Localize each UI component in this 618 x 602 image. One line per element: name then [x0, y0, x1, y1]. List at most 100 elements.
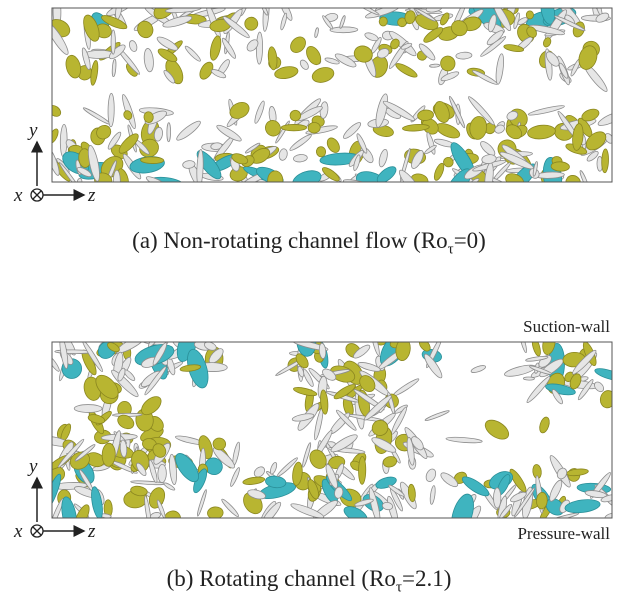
- vortex-structure: [115, 342, 147, 354]
- vortex-structure: [525, 355, 549, 362]
- vortex-structure: [74, 504, 90, 518]
- vortex-structure: [229, 101, 250, 119]
- vortex-structure: [423, 27, 444, 43]
- vortex-structure: [358, 456, 367, 485]
- vortex-structure: [488, 14, 497, 33]
- vortex-structure: [440, 55, 456, 72]
- vortex-structure: [101, 442, 116, 467]
- vortex-structure: [96, 124, 112, 140]
- vortex-structure: [58, 162, 82, 182]
- vortex-structure: [166, 122, 171, 143]
- vortex-structure: [141, 342, 169, 346]
- vortex-structure: [547, 512, 580, 518]
- vortex-structure: [292, 461, 303, 486]
- vortex-structure: [376, 48, 390, 59]
- vortex-structure: [73, 404, 103, 413]
- vortex-structure: [107, 131, 122, 150]
- vortex-structure: [389, 31, 417, 57]
- vortex-structure: [481, 154, 497, 164]
- vortex-structure: [493, 487, 502, 509]
- vortex-structure: [143, 111, 154, 123]
- vortex-structure: [83, 14, 100, 42]
- vortex-structure: [415, 8, 436, 22]
- vortex-structure: [144, 495, 152, 518]
- vortex-structure: [292, 170, 322, 182]
- vortex-structure: [378, 16, 388, 27]
- vortex-structure: [418, 43, 436, 61]
- vortex-structure: [293, 387, 318, 397]
- vortex-structure: [148, 487, 166, 509]
- vortex-structure: [82, 342, 103, 373]
- vortex-structure: [539, 416, 550, 434]
- vortex-structure: [61, 496, 78, 518]
- vortex-structure: [95, 374, 119, 399]
- vortex-structure: [333, 384, 356, 400]
- vortex-structure: [297, 365, 305, 378]
- vortex-structure: [343, 506, 368, 518]
- vortex-structure: [395, 342, 411, 362]
- vortex-structure: [90, 60, 99, 86]
- vortex-structure: [278, 148, 288, 161]
- vortex-structure: [550, 161, 570, 172]
- vortex-structure: [322, 15, 334, 30]
- vortex-structure: [469, 116, 488, 140]
- vortex-structure: [572, 123, 584, 151]
- vortex-structure: [153, 126, 163, 142]
- vortex-structure: [112, 169, 121, 182]
- panel-b-frame: [51, 341, 613, 519]
- vortex-structure: [222, 16, 250, 39]
- vortex-structure: [586, 151, 599, 162]
- panel-a-visual: [52, 8, 612, 182]
- vortex-structure: [545, 383, 576, 396]
- panel-a-frame: [51, 7, 613, 183]
- vortex-structure: [110, 29, 116, 55]
- vortex-structure: [141, 396, 162, 416]
- vortex-structure: [117, 367, 126, 382]
- axes-b: y x z: [13, 456, 96, 542]
- vortex-structure: [307, 479, 319, 500]
- vortex-structure: [470, 365, 486, 373]
- vortex-structure: [302, 442, 312, 468]
- vortex-structure: [451, 493, 474, 518]
- vortex-structure: [299, 59, 309, 70]
- vortex-structure: [324, 57, 340, 65]
- vortex-structure: [480, 36, 507, 57]
- vortex-structure: [52, 355, 60, 372]
- vortex-structure: [353, 154, 361, 171]
- vortex-structure: [594, 381, 605, 393]
- vortex-structure: [378, 148, 388, 168]
- vortex-structure: [267, 170, 284, 182]
- vortex-structure: [52, 104, 62, 117]
- vortex-structure: [128, 40, 138, 52]
- vortex-structure: [390, 38, 400, 50]
- vortex-structure: [290, 36, 306, 53]
- vortex-structure: [87, 145, 100, 182]
- wall-label: Suction-wall: [523, 317, 610, 336]
- vortex-structure: [330, 434, 358, 453]
- caption-text: (a) Non-rotating channel flow (Ro: [132, 228, 448, 253]
- vortex-structure: [209, 35, 222, 61]
- vortex-structure: [165, 8, 202, 14]
- vortex-structure: [455, 51, 473, 60]
- vortex-structure: [400, 42, 413, 50]
- vortex-structure: [440, 12, 450, 26]
- vortex-structure: [295, 353, 309, 369]
- vortex-structure: [540, 8, 556, 25]
- vortex-structure: [289, 109, 302, 122]
- vortex-structure: [495, 53, 504, 85]
- vortex-structure: [82, 107, 111, 125]
- vortex-structure: [402, 123, 430, 132]
- vortex-structure: [265, 120, 281, 137]
- vortex-structure: [163, 69, 175, 84]
- vortex-structure: [65, 54, 82, 79]
- vortex-structure: [162, 15, 193, 28]
- vortex-structure: [91, 486, 103, 518]
- vortex-structure: [253, 466, 266, 478]
- vortex-structure: [212, 447, 235, 469]
- vortex-structure: [395, 63, 418, 78]
- vortex-structure: [343, 122, 362, 139]
- vortex-structure: [147, 342, 161, 348]
- caption-a: (a) Non-rotating channel flow (Roτ=0): [0, 228, 618, 259]
- vortex-structure: [320, 389, 329, 415]
